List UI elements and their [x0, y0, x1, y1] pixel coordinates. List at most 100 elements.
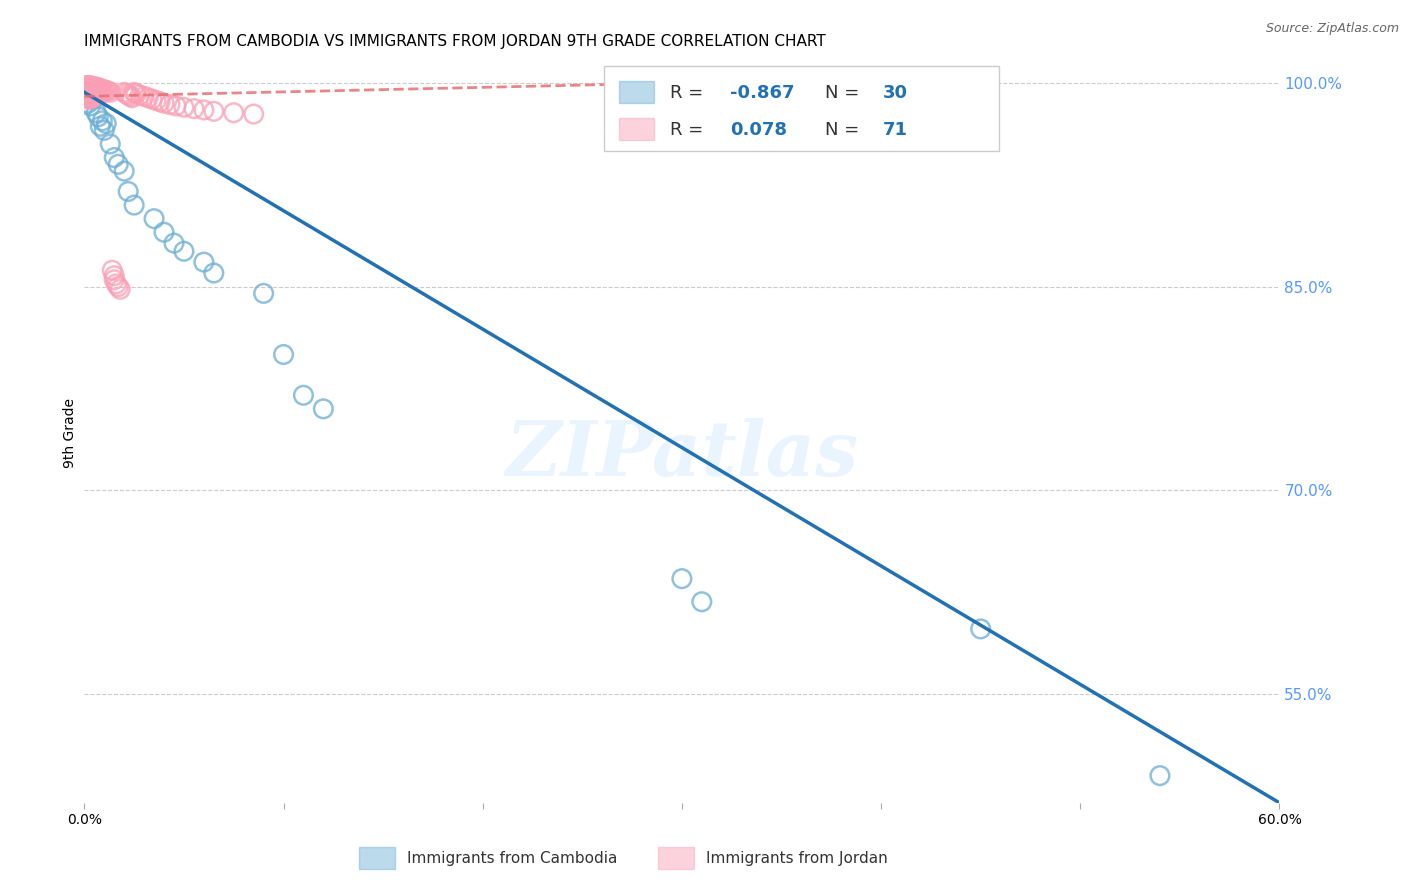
- Point: [79, 87, 101, 101]
- FancyBboxPatch shape: [658, 847, 695, 870]
- Point: [91, 86, 114, 100]
- Point: [77, 87, 100, 101]
- Text: N =: N =: [825, 120, 865, 139]
- Point: [121, 91, 143, 105]
- Point: [117, 88, 139, 103]
- Point: [671, 572, 693, 586]
- Point: [98, 86, 121, 100]
- Point: [82, 91, 104, 105]
- Point: [153, 225, 176, 239]
- Point: [86, 86, 108, 100]
- Point: [153, 96, 176, 111]
- Point: [83, 79, 105, 94]
- Point: [89, 120, 111, 134]
- Point: [173, 244, 195, 259]
- Text: -0.867: -0.867: [730, 84, 794, 102]
- Point: [79, 99, 101, 113]
- Point: [79, 81, 101, 95]
- Point: [87, 110, 110, 124]
- Point: [183, 102, 205, 116]
- Point: [129, 88, 152, 103]
- Text: Immigrants from Cambodia: Immigrants from Cambodia: [408, 851, 617, 866]
- Point: [87, 87, 110, 101]
- Point: [98, 136, 121, 151]
- Point: [105, 277, 128, 291]
- FancyBboxPatch shape: [619, 81, 654, 103]
- Point: [77, 89, 100, 103]
- Point: [96, 84, 118, 98]
- Point: [82, 79, 104, 94]
- Point: [79, 78, 101, 93]
- Point: [163, 236, 186, 251]
- Point: [145, 94, 167, 108]
- Point: [93, 123, 115, 137]
- Point: [75, 81, 97, 95]
- Point: [273, 347, 295, 361]
- Point: [91, 113, 114, 128]
- Point: [86, 105, 108, 120]
- Point: [79, 84, 101, 98]
- Point: [89, 87, 111, 101]
- Point: [193, 103, 215, 117]
- Point: [202, 266, 225, 280]
- Point: [202, 104, 225, 119]
- Point: [79, 89, 101, 103]
- Point: [79, 92, 101, 106]
- Point: [86, 82, 108, 96]
- Point: [77, 92, 100, 106]
- Point: [107, 279, 129, 293]
- Point: [242, 107, 264, 121]
- FancyBboxPatch shape: [619, 118, 654, 140]
- Point: [103, 273, 125, 287]
- Text: ZIPatlas: ZIPatlas: [505, 417, 859, 491]
- Point: [193, 255, 215, 269]
- Point: [165, 99, 187, 113]
- Point: [77, 78, 100, 93]
- Text: 71: 71: [883, 120, 908, 139]
- Point: [253, 286, 276, 301]
- Point: [82, 88, 104, 103]
- Point: [970, 622, 993, 636]
- FancyBboxPatch shape: [605, 66, 998, 152]
- Point: [110, 282, 132, 296]
- Point: [86, 88, 108, 103]
- Point: [101, 263, 124, 277]
- Point: [93, 86, 115, 100]
- Text: R =: R =: [671, 84, 709, 102]
- Point: [82, 92, 104, 106]
- Point: [122, 86, 145, 100]
- Text: R =: R =: [671, 120, 709, 139]
- Point: [93, 82, 115, 96]
- Point: [87, 81, 110, 95]
- Y-axis label: 9th Grade: 9th Grade: [63, 398, 77, 467]
- Point: [83, 88, 105, 103]
- Point: [112, 164, 135, 178]
- Point: [83, 88, 105, 103]
- Point: [1149, 769, 1171, 783]
- Point: [149, 95, 172, 109]
- Point: [75, 87, 97, 101]
- Point: [82, 82, 104, 96]
- Point: [122, 198, 145, 212]
- Point: [77, 81, 100, 95]
- Point: [89, 84, 111, 98]
- Point: [77, 96, 100, 111]
- Text: IMMIGRANTS FROM CAMBODIA VS IMMIGRANTS FROM JORDAN 9TH GRADE CORRELATION CHART: IMMIGRANTS FROM CAMBODIA VS IMMIGRANTS F…: [84, 34, 827, 49]
- Point: [87, 84, 110, 98]
- Point: [103, 268, 125, 283]
- Point: [117, 185, 139, 199]
- Point: [75, 84, 97, 98]
- Point: [292, 388, 315, 402]
- Text: 30: 30: [883, 84, 908, 102]
- Point: [82, 86, 104, 100]
- Point: [143, 211, 166, 226]
- Point: [112, 86, 135, 100]
- Point: [132, 89, 156, 103]
- Point: [91, 82, 114, 96]
- Point: [115, 87, 138, 101]
- Text: Immigrants from Jordan: Immigrants from Jordan: [706, 851, 887, 866]
- Point: [173, 100, 195, 114]
- Point: [136, 91, 159, 105]
- Text: 0.078: 0.078: [730, 120, 787, 139]
- Point: [312, 401, 335, 416]
